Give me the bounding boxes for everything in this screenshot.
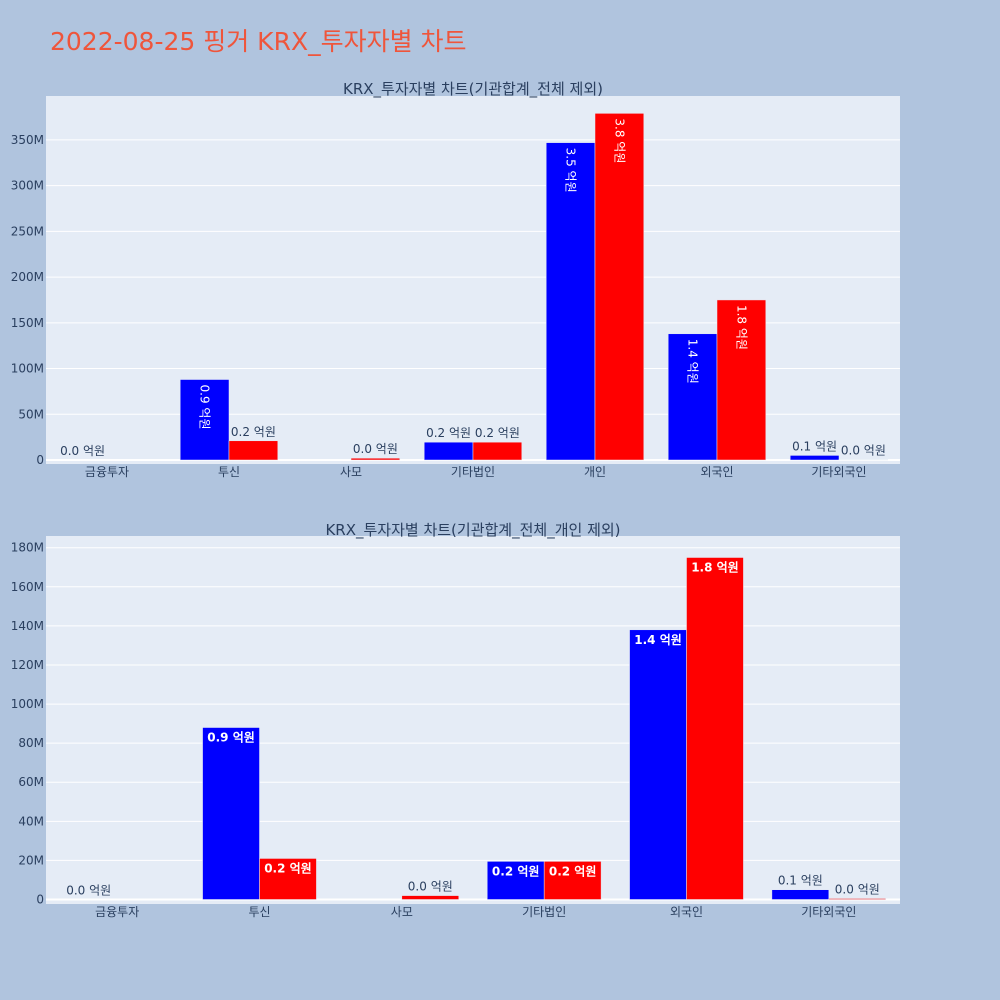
data-label: 0.2 억원: [426, 426, 471, 440]
x-tick-label: 외국인: [700, 465, 733, 479]
data-label: 0.0 억원: [353, 442, 398, 456]
page-title: 2022-08-25 핑거 KRX_투자자별 차트: [50, 27, 467, 56]
data-label: 0.2 억원: [231, 425, 276, 439]
x-tick-label: 기타법인: [522, 905, 566, 919]
y-tick-label: 20M: [18, 853, 44, 867]
bar-series-1-3: [543, 861, 602, 900]
data-label: 0.0 억원: [60, 444, 105, 458]
data-label: 0.0 억원: [835, 883, 880, 897]
data-label: 1.8 억원: [734, 305, 748, 350]
y-tick-label: 150M: [11, 316, 44, 330]
data-label: 0.9 억원: [207, 731, 255, 745]
chart-all-investors: KRX_투자자별 차트(기관합계_전체 제외) 0 50M 100M 150M 200M 2…: [11, 80, 900, 479]
bar-series-1-4: [686, 557, 744, 900]
bar-series-0-1: [179, 379, 230, 461]
data-label: 3.5 억원: [564, 148, 578, 193]
bar-series-0-3: [486, 861, 545, 900]
bar-series-0-5: [667, 333, 718, 461]
plot-area: [46, 536, 900, 904]
data-label: 1.4 억원: [686, 339, 700, 384]
x-tick-label: 투신: [248, 905, 270, 919]
bar-series-1-1: [228, 440, 279, 461]
data-label: 3.8 억원: [612, 118, 626, 163]
x-tick-label: 외국인: [670, 905, 703, 919]
data-label: 0.9 억원: [198, 385, 212, 430]
chart-excluding-individuals: KRX_투자자별 차트(기관합계_전체_개인 제외) 0 20M 40M 60M 80M 1…: [11, 521, 900, 919]
x-tick-label: 사모: [340, 465, 362, 479]
bar-series-1-2: [350, 457, 401, 461]
data-label: 0.2 억원: [492, 864, 540, 878]
bar-series-1-3: [472, 441, 523, 461]
plot-area: [46, 96, 900, 464]
bar-series-1-5: [716, 299, 767, 461]
x-tick-label: 개인: [584, 465, 606, 479]
bar-series-1-1: [259, 858, 317, 900]
y-tick-label: 200M: [11, 270, 44, 284]
data-label: 0.0 억원: [841, 444, 886, 458]
bar-series-1-2: [401, 895, 460, 900]
y-tick-label: 350M: [11, 133, 44, 147]
y-tick-label: 50M: [18, 407, 44, 421]
bar-series-0-3: [423, 441, 474, 461]
x-tick-label: 기타외국인: [801, 905, 856, 919]
data-label: 0.2 억원: [264, 861, 312, 875]
bar-series-0-1: [202, 727, 260, 900]
bar-series-0-4: [629, 629, 687, 900]
y-tick-label: 120M: [11, 658, 44, 672]
bar-series-0-6: [789, 455, 840, 461]
y-tick-label: 100M: [11, 697, 44, 711]
y-tick-label: 300M: [11, 179, 44, 193]
bar-series-1-4: [594, 113, 645, 461]
bar-series-0-5: [771, 889, 830, 900]
chart-title: KRX_투자자별 차트(기관합계_전체_개인 제외): [325, 521, 620, 540]
y-tick-label: 0: [36, 453, 44, 467]
y-tick-label: 180M: [11, 541, 44, 555]
data-label: 0.1 억원: [778, 874, 823, 888]
y-tick-label: 40M: [18, 814, 44, 828]
x-tick-label: 투신: [218, 465, 240, 479]
data-label: 1.4 억원: [634, 633, 682, 647]
y-tick-label: 60M: [18, 775, 44, 789]
y-tick-label: 100M: [11, 362, 44, 376]
data-label: 0.0 억원: [408, 880, 453, 894]
data-label: 0.2 억원: [475, 426, 520, 440]
x-tick-label: 사모: [391, 905, 413, 919]
x-tick-label: 금융투자: [85, 465, 129, 479]
y-tick-label: 0: [36, 893, 44, 907]
y-tick-label: 80M: [18, 736, 44, 750]
data-label: 0.0 억원: [66, 884, 111, 898]
x-tick-label: 기타법인: [451, 465, 495, 479]
bar-series-1-5: [828, 898, 887, 900]
data-label: 0.2 억원: [549, 864, 597, 878]
data-label: 1.8 억원: [691, 560, 739, 574]
x-tick-label: 금융투자: [95, 905, 139, 919]
y-tick-label: 160M: [11, 580, 44, 594]
data-label: 0.1 억원: [792, 439, 837, 453]
chart-title: KRX_투자자별 차트(기관합계_전체 제외): [343, 80, 603, 99]
y-tick-label: 250M: [11, 224, 44, 238]
x-tick-label: 기타외국인: [811, 465, 866, 479]
bar-series-0-4: [545, 142, 596, 461]
y-tick-label: 140M: [11, 619, 44, 633]
